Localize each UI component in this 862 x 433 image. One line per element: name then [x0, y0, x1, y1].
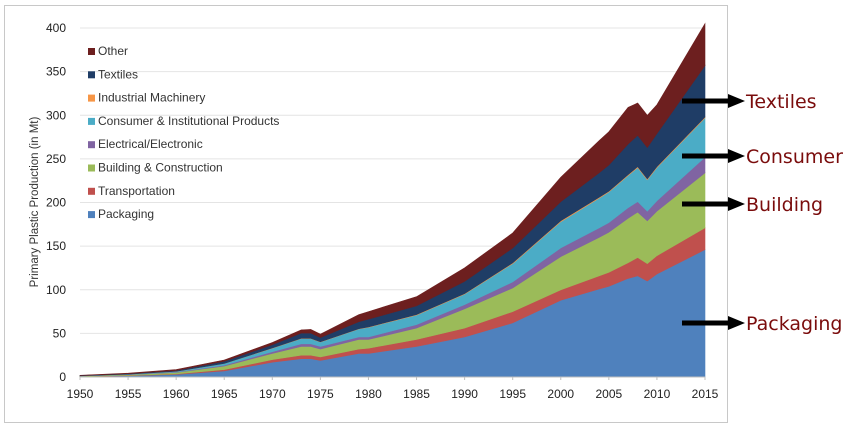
y-tick-label: 50 — [53, 326, 67, 340]
legend-swatch — [88, 117, 95, 125]
annotation-label: Textiles — [745, 91, 817, 113]
legend-label: Transportation — [98, 184, 175, 198]
legend-swatch — [88, 94, 95, 102]
x-tick-labels: 1950 1955 1960 1965 1970 1975 1980 1985 1990 1995… — [67, 377, 719, 401]
legend-swatch — [88, 141, 95, 149]
legend-label: Other — [98, 44, 128, 58]
arrow-head-icon — [728, 149, 745, 163]
y-tick-label: 200 — [46, 196, 66, 210]
y-tick-label: 0 — [59, 370, 66, 384]
x-tick-label: 1985 — [403, 387, 430, 401]
arrow-head-icon — [728, 94, 745, 108]
x-tick-label: 1995 — [499, 387, 526, 401]
legend-label: Industrial Machinery — [98, 91, 205, 105]
x-tick-label: 2005 — [595, 387, 622, 401]
x-tick-label: 1975 — [307, 387, 334, 401]
x-tick-label: 1980 — [355, 387, 382, 401]
legend-label: Consumer & Institutional Products — [98, 114, 279, 128]
x-tick-label: 2015 — [692, 387, 719, 401]
annotation-label: Consumer — [746, 146, 843, 168]
x-tick-label: 1965 — [211, 387, 238, 401]
x-tick-label: 2010 — [644, 387, 671, 401]
y-tick-label: 150 — [46, 239, 66, 253]
legend-swatch — [88, 48, 95, 55]
annotation-label: Building — [746, 194, 823, 216]
x-tick-label: 1990 — [451, 387, 478, 401]
legend-label: Textiles — [98, 67, 138, 81]
legend-label: Building & Construction — [98, 161, 223, 175]
x-tick-label: 1960 — [163, 387, 190, 401]
y-tick-label: 300 — [46, 108, 66, 122]
annotation-label: Packaging — [746, 313, 842, 335]
area-other — [79, 22, 706, 376]
legend-swatch — [88, 187, 95, 195]
legend: Other Textiles Industrial Machinery Consume… — [88, 44, 279, 221]
y-tick-label: 400 — [46, 21, 66, 35]
legend-swatch — [88, 164, 95, 172]
legend-label: Packaging — [98, 207, 154, 221]
y-tick-label: 350 — [46, 65, 66, 79]
legend-label: Electrical/Electronic — [98, 137, 203, 151]
y-tick-label: 250 — [46, 152, 66, 166]
legend-swatch — [88, 211, 95, 219]
area-series — [79, 22, 706, 378]
x-tick-label: 1950 — [67, 387, 94, 401]
y-tick-labels: 0 50 100 150 200 250 300 350 400 — [46, 21, 66, 384]
x-tick-label: 2000 — [547, 387, 574, 401]
legend-swatch — [88, 71, 95, 79]
y-axis-label: Primary Plastic Production (in Mt) — [29, 117, 41, 288]
arrow-head-icon — [728, 316, 745, 330]
x-tick-label: 1970 — [259, 387, 286, 401]
annotations: Textiles Consumer Building Packaging — [682, 91, 843, 335]
x-tick-label: 1955 — [115, 387, 142, 401]
arrow-head-icon — [728, 197, 745, 211]
y-tick-label: 100 — [46, 283, 66, 297]
